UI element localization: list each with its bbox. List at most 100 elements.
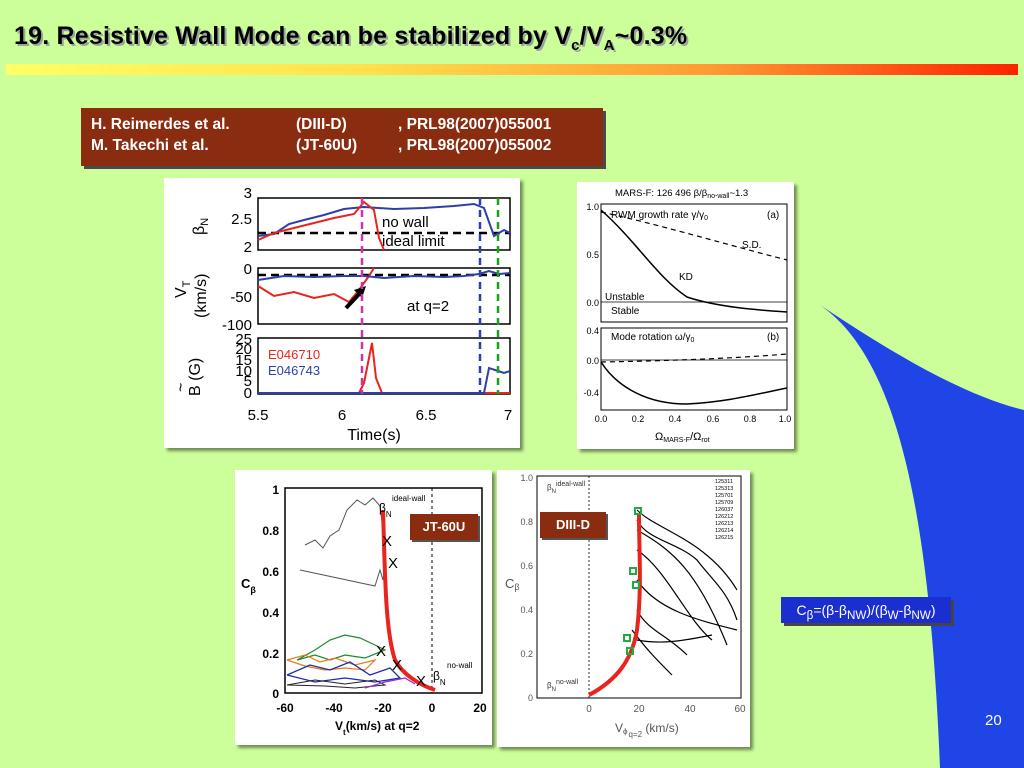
axis-label-betaN: βN: [191, 218, 211, 235]
references-box: H. Reimerdes et al. (DIII-D) , PRL98(200…: [81, 108, 603, 166]
label-sd: S.D.: [742, 240, 761, 251]
figure-jt60u: X X X X X βN ideal-wall βN no-wall 1 0.8…: [235, 470, 492, 745]
tag-diii-d: DIII-D: [540, 512, 606, 538]
annotation-q2: at q=2: [407, 298, 449, 315]
label-growth-rate: RWM growth rate γ/γ0: [611, 210, 708, 222]
tick-label: 0.0: [586, 298, 599, 308]
mars-f-title: MARS-F: 126 496 β/βno-wall~1.3: [615, 188, 748, 200]
reference-author: M. Takechi et al.: [91, 137, 209, 154]
reference-journal: , PRL98(2007)055001: [398, 116, 552, 133]
tick-label: 7: [504, 407, 512, 424]
tick-label: 1.0: [779, 414, 792, 424]
ideal-wall-label: βNideal-wall: [547, 481, 586, 495]
shot-number: 126037: [715, 507, 733, 513]
tick-label: 0: [244, 385, 252, 402]
tick-label: 0.5: [586, 250, 599, 260]
tick-label: 0: [272, 687, 279, 701]
tick-label: 0: [429, 701, 436, 715]
shot-number: 126212: [715, 514, 733, 520]
figure-mars-f: MARS-F: 126 496 β/βno-wall~1.3 RWM growt…: [577, 182, 794, 449]
shot-number: 125313: [715, 486, 733, 492]
shot-number: 126213: [715, 521, 733, 527]
tick-label: 2: [244, 239, 252, 256]
tick-label: 6: [338, 407, 346, 424]
time-traces-plot: 3 2.5 2 0 -50 -100 25 20 15 10 5 0 βN VT…: [173, 185, 512, 444]
tick-label: 6.5: [416, 407, 437, 424]
marker-x: X: [392, 657, 402, 674]
jt60u-plot: X X X X X βN ideal-wall βN no-wall 1 0.8…: [241, 483, 487, 737]
marker-x: X: [388, 555, 398, 572]
beta-ideal-label: βN: [379, 501, 392, 519]
tick-label: 0.0: [595, 414, 608, 424]
axis-label-tilde: ~: [173, 383, 190, 392]
tick-label: 10: [235, 363, 252, 380]
tick-label: 0.6: [707, 414, 720, 424]
tick-label: 0.8: [262, 524, 279, 538]
tick-label: 0.2: [520, 649, 533, 659]
legend-shot-blue: E046743: [268, 363, 320, 378]
label-unstable: Unstable: [605, 292, 645, 303]
legend-shot-red: E046710: [268, 347, 320, 362]
reference-device: (JT-60U): [296, 137, 358, 154]
tag-jt60u: JT-60U: [410, 514, 478, 540]
tick-label: 20: [235, 341, 252, 358]
page-number: 20: [985, 712, 1002, 729]
panel-label-a: (a): [767, 210, 779, 221]
tick-label: 0.4: [262, 606, 279, 620]
tick-label: -60: [276, 701, 294, 715]
marker-x: X: [416, 673, 426, 690]
panel-label-b: (b): [767, 332, 779, 343]
label-stable: Stable: [611, 306, 640, 317]
tick-label: 0.4: [520, 605, 533, 615]
legend-no-wall: no wall: [382, 214, 429, 231]
axis-label-b: B (G): [187, 358, 204, 396]
tick-label: 20: [633, 704, 645, 715]
reference-row: H. Reimerdes et al. (DIII-D) , PRL98(200…: [91, 114, 603, 135]
marker-x: X: [376, 643, 386, 660]
shot-number: 126214: [715, 528, 733, 534]
legend-ideal-limit: ideal limit: [382, 233, 445, 250]
diii-d-ylabel: Cβ: [505, 576, 520, 592]
beta-nowall-label: βN: [433, 669, 446, 687]
shot-number: 125701: [715, 493, 733, 499]
tick-label: 20: [473, 701, 487, 715]
tick-label: 0: [528, 693, 533, 703]
jt60u-ylabel: Cβ: [241, 576, 256, 595]
figure-time-traces: 3 2.5 2 0 -50 -100 25 20 15 10 5 0 βN VT…: [164, 178, 520, 448]
cbeta-formula: Cβ=(β-βNW)/(βW-βNW): [781, 597, 951, 623]
figure-diii-d: 125311 125313 125701 125709 126037 12621…: [497, 470, 750, 747]
tick-label: 0: [586, 704, 592, 715]
tick-label: -0.4: [583, 388, 599, 398]
shot-number: 126215: [715, 535, 733, 541]
mars-f-xlabel: ΩMARS-F/Ωrot: [655, 431, 710, 444]
marker-x: X: [382, 533, 392, 550]
tick-label: 0.4: [586, 326, 599, 336]
tick-label: 0.0: [586, 356, 599, 366]
ideal-wall-label: ideal-wall: [392, 494, 426, 503]
shot-number: 125311: [715, 479, 733, 485]
tick-label: 2.5: [231, 211, 252, 228]
tick-label: 0.2: [632, 414, 645, 424]
tick-label: 5.5: [248, 407, 269, 424]
mars-f-plot: MARS-F: 126 496 β/βno-wall~1.3 RWM growt…: [583, 188, 792, 444]
tick-label: 40: [684, 704, 696, 715]
tick-label: -100: [222, 317, 252, 334]
label-kd: KD: [679, 272, 693, 283]
shot-number: 125709: [715, 500, 733, 506]
tick-label: 1.0: [520, 473, 533, 483]
tick-label: 1.0: [586, 202, 599, 212]
tick-label: 5: [244, 373, 252, 390]
shot-list: 125311 125313 125701 125709 126037 12621…: [715, 479, 733, 541]
tick-label: 0.2: [262, 647, 279, 661]
label-mode-rotation: Mode rotation ω/γ0: [611, 332, 695, 344]
tick-label: 0.4: [669, 414, 682, 424]
tick-label: 0.8: [520, 517, 533, 527]
jt60u-xlabel: Vt(km/s) at q=2: [335, 719, 420, 737]
tick-label: 0.6: [262, 565, 279, 579]
tick-label: 0: [244, 261, 252, 278]
axis-label-time: Time(s): [347, 427, 401, 444]
diii-d-plot: 125311 125313 125701 125709 126037 12621…: [505, 473, 746, 739]
reference-device: (DIII-D): [296, 116, 347, 133]
tick-label: 15: [235, 352, 252, 369]
